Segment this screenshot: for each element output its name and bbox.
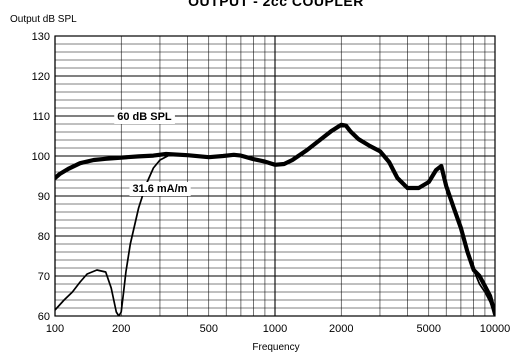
x-tick-label: 10000 bbox=[480, 323, 511, 335]
x-tick-label: 200 bbox=[112, 323, 130, 335]
series-label-background bbox=[129, 182, 191, 196]
grid-lines bbox=[54, 35, 495, 317]
series-line-2 bbox=[55, 123, 495, 316]
x-tick-label: 100 bbox=[46, 323, 64, 335]
y-tick-label: 130 bbox=[32, 31, 50, 43]
y-axis-title: Output dB SPL bbox=[10, 14, 77, 25]
y-tick-label: 110 bbox=[32, 111, 50, 123]
y-tick-label: 60 bbox=[38, 311, 50, 323]
series-label: 60 dB SPL bbox=[117, 111, 172, 123]
chart-title: OUTPUT - 2cc COUPLER bbox=[188, 0, 364, 9]
y-tick-label: 80 bbox=[38, 231, 50, 243]
series-labels: 60 dB SPL 31.6 mA/m bbox=[114, 110, 191, 196]
series-label-background bbox=[114, 110, 175, 124]
y-tick-label: 100 bbox=[32, 151, 50, 163]
x-tick-label: 1000 bbox=[263, 323, 287, 335]
series-label-group: 31.6 mA/m bbox=[129, 182, 191, 196]
x-tick-label: 500 bbox=[200, 323, 218, 335]
series-label: 31.6 mA/m bbox=[132, 183, 187, 195]
y-tick-label: 90 bbox=[38, 191, 50, 203]
x-tick-label: 2000 bbox=[329, 323, 353, 335]
x-axis-title: Frequency bbox=[252, 342, 299, 353]
series-label-group: 60 dB SPL bbox=[114, 110, 175, 124]
response-curves bbox=[55, 122, 495, 316]
y-tick-label: 70 bbox=[38, 271, 50, 283]
y-tick-label: 120 bbox=[32, 71, 50, 83]
tick-labels: 100 200 500 1000 2000 5000 10000 60 70 80 90 100 110… bbox=[32, 31, 511, 335]
plot-frame bbox=[54, 35, 496, 317]
x-tick-label: 5000 bbox=[417, 323, 441, 335]
